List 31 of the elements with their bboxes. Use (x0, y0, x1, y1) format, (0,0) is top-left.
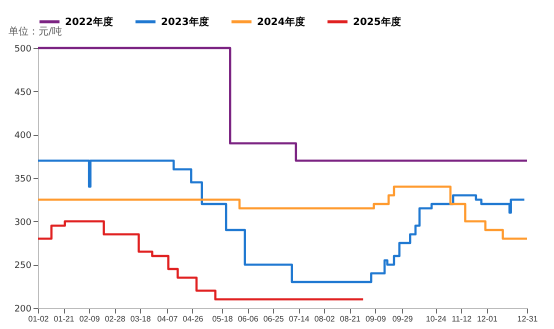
x-tick-label: 11-12 (452, 314, 472, 324)
x-tick-label: 09-09 (365, 314, 386, 324)
x-tick-label: 06-06 (238, 314, 259, 324)
legend-label: 2023年度 (161, 16, 209, 28)
x-tick-label: 02-28 (104, 314, 126, 324)
x-tick-label: 08-21 (340, 314, 361, 324)
legend-label: 2022年度 (65, 16, 113, 28)
x-tick-label: 02-09 (79, 314, 100, 324)
legend-label: 2024年度 (257, 16, 305, 28)
y-axis-title: 单位：元/吨 (8, 26, 62, 38)
y-tick-label: 200 (14, 304, 32, 314)
y-tick-label: 300 (14, 218, 32, 228)
x-tick-label: 05-18 (212, 314, 234, 324)
x-tick-label: 09-29 (392, 314, 414, 324)
y-tick-label: 400 (14, 131, 32, 142)
x-tick-label: 10-24 (426, 314, 447, 324)
x-tick-label: 01-02 (28, 314, 50, 324)
y-tick-label: 350 (14, 174, 32, 184)
x-tick-label: 01-21 (54, 314, 75, 324)
x-tick-label: 12-31 (517, 314, 538, 324)
y-tick-label: 500 (14, 44, 32, 54)
x-tick-label: 04-07 (157, 314, 178, 324)
legend-label: 2025年度 (353, 16, 401, 28)
y-tick-label: 450 (14, 88, 32, 98)
x-tick-label: 12-01 (476, 314, 498, 324)
x-tick-label: 07-14 (288, 314, 310, 324)
x-tick-label: 03-18 (130, 314, 152, 324)
x-tick-label: 06-25 (263, 314, 284, 324)
x-tick-label: 08-02 (314, 314, 336, 324)
y-tick-label: 250 (14, 261, 32, 272)
x-tick-label: 04-26 (182, 314, 204, 324)
